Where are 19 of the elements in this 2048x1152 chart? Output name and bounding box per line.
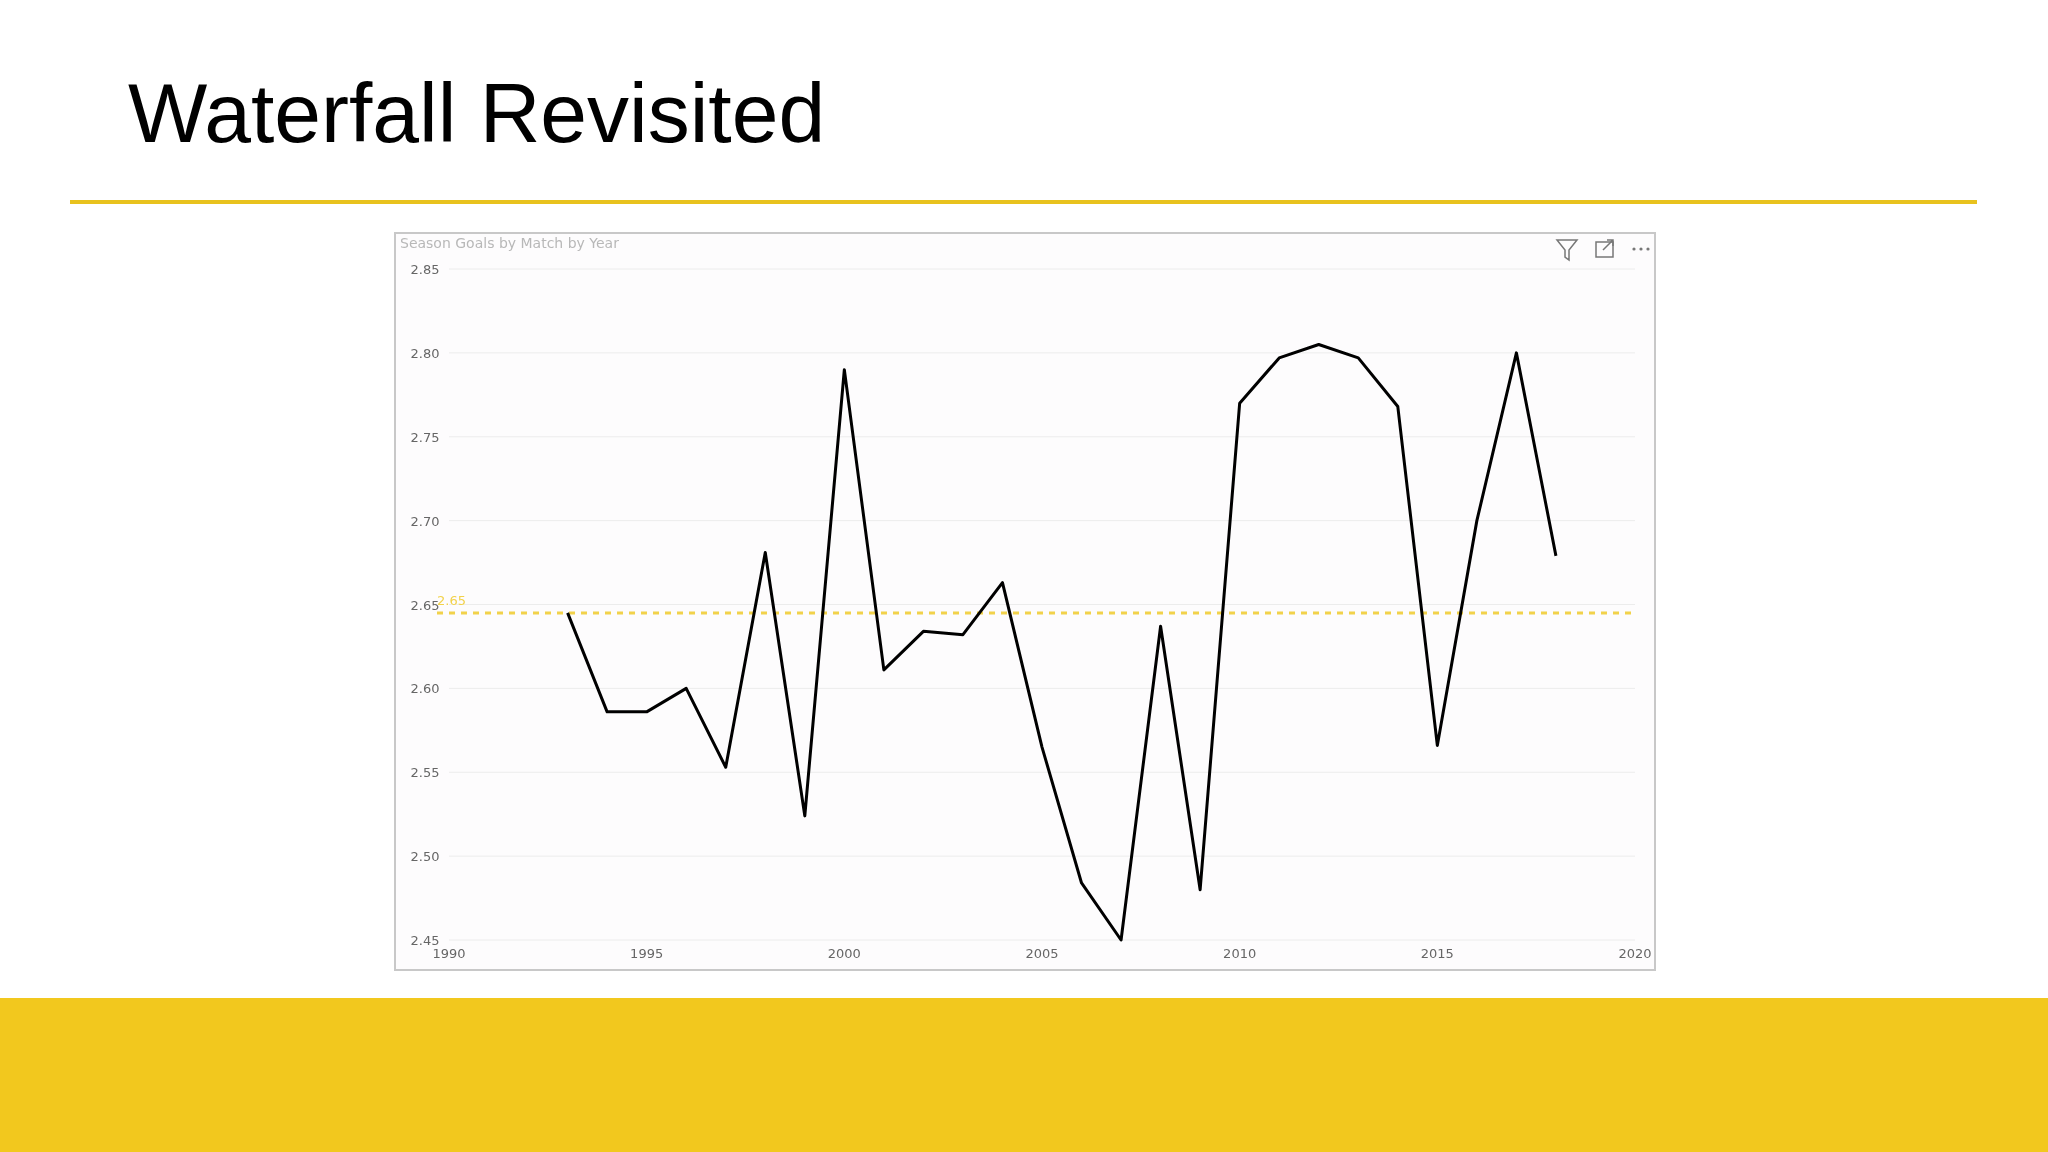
- y-tick-label: 2.70: [410, 513, 440, 529]
- x-tick-label: 1990: [432, 946, 466, 961]
- line-series: [566, 342, 1558, 942]
- y-tick-label: 2.50: [410, 849, 440, 865]
- x-tick-label: 2020: [1618, 946, 1652, 961]
- y-tick-label: 2.45: [410, 933, 440, 948]
- y-tick-label: 2.75: [410, 429, 440, 445]
- x-tick-label: 2010: [1223, 946, 1257, 961]
- chart-title: Waterfall Revisited: [128, 66, 826, 160]
- x-tick-label: 2015: [1420, 946, 1454, 961]
- y-tick-label: 2.85: [410, 262, 440, 277]
- x-tick-label: 1995: [630, 946, 664, 961]
- x-tick-label: 2000: [827, 946, 861, 961]
- ref-line-label: 2.65: [437, 592, 466, 608]
- y-tick-label: 2.80: [410, 345, 440, 361]
- y-tick-label: 2.60: [410, 681, 440, 697]
- x-tick-label: 2005: [1025, 946, 1059, 961]
- chart-subtitle: Season Goals by Match by Year: [400, 235, 620, 251]
- y-tick-label: 2.55: [410, 765, 440, 781]
